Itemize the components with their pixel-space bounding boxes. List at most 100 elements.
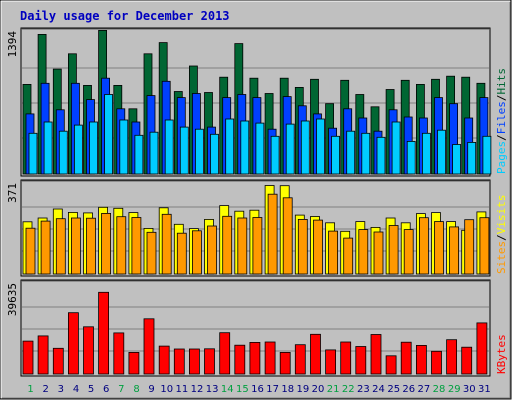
bar-kbytes-2 <box>37 335 49 375</box>
bar-sites-12 <box>191 230 202 275</box>
day-label-4: 4 <box>73 384 79 395</box>
day-label-27: 27 <box>418 384 431 395</box>
bar-kbytes-15 <box>234 344 246 375</box>
bar-kbytes-12 <box>188 348 200 375</box>
bar-pages-5 <box>89 121 98 175</box>
bar-sites-26 <box>403 229 414 275</box>
day-label-7: 7 <box>118 384 124 395</box>
bar-kbytes-10 <box>158 345 170 375</box>
day-label-28: 28 <box>433 384 446 395</box>
bar-kbytes-17 <box>264 341 276 375</box>
series-sites <box>25 193 490 275</box>
bar-pages-13 <box>210 133 219 175</box>
day-label-9: 9 <box>148 384 154 395</box>
day-label-26: 26 <box>402 384 415 395</box>
bar-pages-19 <box>300 120 310 175</box>
bar-sites-16 <box>252 217 263 275</box>
bar-sites-3 <box>55 218 66 275</box>
day-label-30: 30 <box>463 384 476 395</box>
bar-pages-20 <box>316 118 325 175</box>
bar-sites-31 <box>479 217 490 275</box>
series-kbytes <box>22 291 488 375</box>
panel-kbytes: 39635 <box>6 279 491 377</box>
bar-kbytes-1 <box>22 340 34 375</box>
day-label-2: 2 <box>43 384 49 395</box>
bar-sites-8 <box>131 217 142 275</box>
bar-pages-12 <box>194 128 204 175</box>
bar-pages-18 <box>285 123 295 175</box>
bar-kbytes-13 <box>204 348 215 375</box>
side-label-group: Pages/Files/Hits <box>495 68 508 174</box>
bar-pages-9 <box>149 131 159 175</box>
day-label-20: 20 <box>312 384 325 395</box>
bar-kbytes-4 <box>68 312 79 375</box>
bar-sites-25 <box>388 225 399 275</box>
bar-sites-27 <box>418 217 429 275</box>
side-label-group: Sites/Visits <box>495 195 508 275</box>
bar-pages-10 <box>164 119 174 175</box>
panel-visits_sites: 371 <box>6 179 491 277</box>
bar-sites-19 <box>297 218 308 275</box>
side-label-group: KBytes <box>495 334 508 374</box>
day-label-21: 21 <box>327 384 340 395</box>
bar-pages-3 <box>58 130 68 175</box>
bar-pages-23 <box>361 132 371 175</box>
bar-kbytes-14 <box>219 332 231 375</box>
side-label-hits: Hits <box>495 68 508 95</box>
day-label-3: 3 <box>58 384 64 395</box>
bar-kbytes-21 <box>325 349 337 375</box>
bar-pages-1 <box>28 132 38 175</box>
bar-sites-7 <box>116 216 127 275</box>
day-label-22: 22 <box>342 384 355 395</box>
bar-pages-16 <box>255 122 265 175</box>
bar-pages-25 <box>391 121 401 175</box>
bar-kbytes-24 <box>370 334 382 375</box>
bar-sites-30 <box>464 219 475 275</box>
bar-sites-1 <box>25 227 36 275</box>
bar-sites-14 <box>222 215 233 275</box>
day-label-25: 25 <box>387 384 400 395</box>
panel-max-label: 371 <box>6 183 19 203</box>
bar-kbytes-6 <box>98 291 109 375</box>
day-label-24: 24 <box>372 384 385 395</box>
day-label-10: 10 <box>160 384 173 395</box>
side-label-kbytes: KBytes <box>495 334 508 374</box>
bar-kbytes-31 <box>476 322 488 375</box>
bar-kbytes-9 <box>143 318 155 375</box>
bar-kbytes-19 <box>294 344 306 375</box>
bar-kbytes-3 <box>52 347 64 375</box>
panel-max-label: 39635 <box>6 283 19 316</box>
day-label-12: 12 <box>191 384 204 395</box>
bar-sites-6 <box>101 212 111 275</box>
bar-sites-15 <box>237 217 248 275</box>
bar-kbytes-8 <box>128 351 140 375</box>
bar-kbytes-11 <box>173 348 185 375</box>
day-label-14: 14 <box>221 384 234 395</box>
bar-kbytes-18 <box>279 351 291 375</box>
bar-kbytes-25 <box>385 355 397 375</box>
bar-kbytes-7 <box>113 332 125 375</box>
day-label-16: 16 <box>251 384 264 395</box>
bar-pages-15 <box>240 120 250 175</box>
bar-pages-26 <box>406 140 416 175</box>
day-label-17: 17 <box>266 384 279 395</box>
side-label-sep: / <box>495 134 508 141</box>
side-label-visits: Visits <box>495 195 508 235</box>
bar-pages-14 <box>225 118 235 175</box>
side-label-files: Files <box>495 101 508 134</box>
bar-sites-4 <box>71 217 81 275</box>
bar-sites-13 <box>207 225 217 275</box>
day-label-15: 15 <box>236 384 249 395</box>
bar-pages-11 <box>179 126 189 175</box>
day-labels: 1 2 3 4 5 6 7 8 9 10 11 12 13 14 15 16 17 18 19 20 21 22 23 24 2… <box>27 384 490 395</box>
day-label-23: 23 <box>357 384 370 395</box>
bar-pages-21 <box>331 135 341 175</box>
bar-pages-30 <box>467 141 477 175</box>
bar-kbytes-28 <box>431 350 442 375</box>
bar-sites-22 <box>343 237 354 275</box>
bar-sites-20 <box>313 219 323 275</box>
bar-pages-6 <box>104 94 113 175</box>
bar-kbytes-5 <box>83 326 94 375</box>
bar-kbytes-22 <box>340 341 352 375</box>
